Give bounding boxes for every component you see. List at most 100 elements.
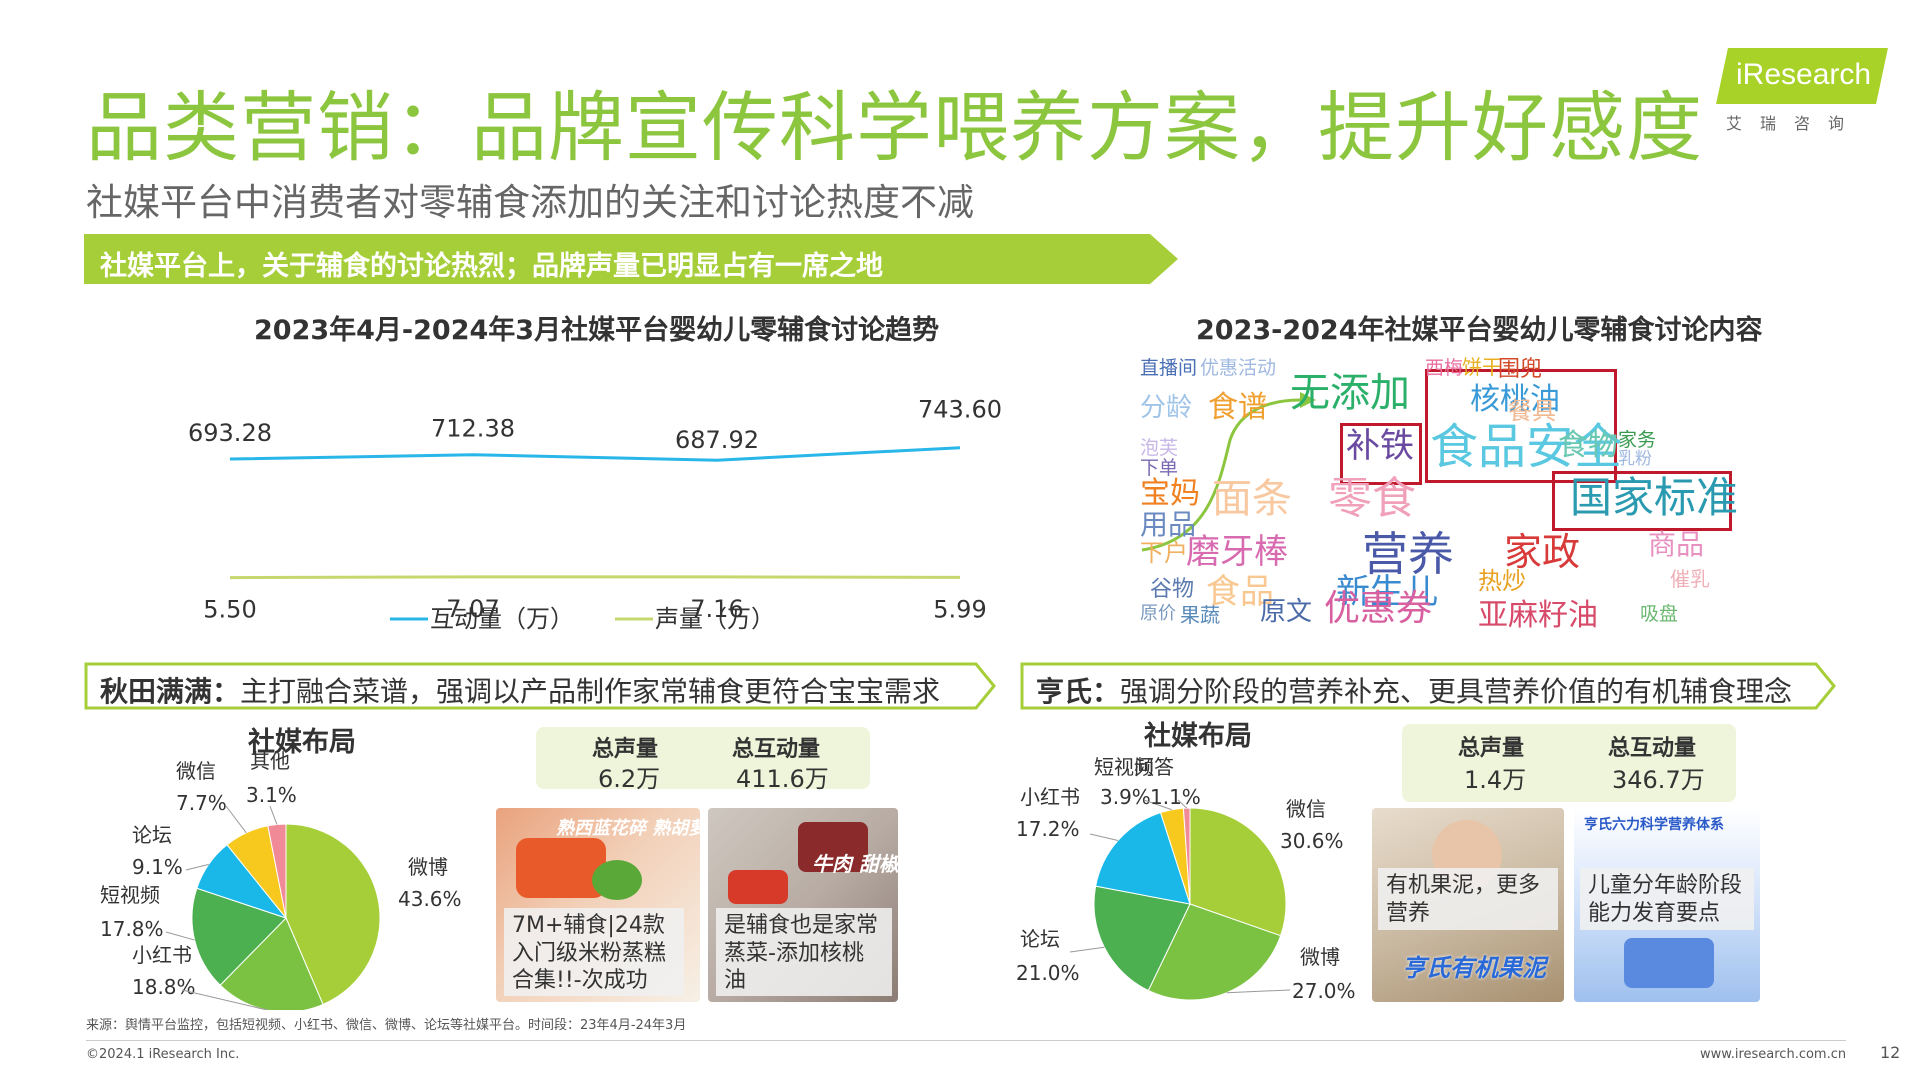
pie-leader-3	[185, 863, 209, 871]
pie-label-value-1: 18.8%	[132, 975, 196, 999]
cloud-word: 食物	[1558, 428, 1618, 463]
pie-label-name-5: 其他	[250, 750, 290, 773]
right-card-2-caption: 儿童分年龄阶段能力发育要点	[1580, 868, 1754, 930]
right-brand-banner	[1020, 662, 1836, 710]
legend-label-1: 声量（万）	[655, 605, 775, 633]
cloud-word: 食品	[1206, 572, 1274, 612]
cloud-word: 直播间	[1140, 357, 1198, 379]
cloud-word: 食品安全	[1430, 419, 1623, 475]
cloud-word: 围兜	[1498, 357, 1543, 382]
cloud-word: 家务	[1618, 429, 1657, 451]
logo-cn: 艾瑞咨询	[1726, 114, 1863, 133]
right-card-1-caption: 有机果泥，更多营养	[1378, 868, 1558, 930]
cloud-word: 乳粉	[1618, 449, 1652, 469]
left-card-1-tag: 熟西蓝花碎 熟胡萝卜碎	[556, 818, 700, 839]
series-line-volume	[229, 575, 961, 580]
pie-leader-4	[1143, 799, 1173, 811]
pie-label-value-4: 7.7%	[176, 791, 227, 815]
data-label-interaction-2: 687.92	[675, 426, 759, 454]
data-label-interaction-3: 743.60	[918, 396, 1002, 424]
right-card-1[interactable]: 有机果泥，更多营养 亨氏有机果泥	[1372, 808, 1564, 1002]
right-pie-chart: 微信 30.6% 微博 27.0% 论坛 21.0% 小红书 17.2% 短视频 3.9% 问答 1.…	[1016, 755, 1356, 1003]
right-pie-title: 社媒布局	[1144, 721, 1252, 752]
pie-label-name-1: 微博	[1300, 945, 1340, 969]
data-label-interaction-1: 712.38	[431, 415, 515, 443]
data-label-volume-0: 5.50	[203, 596, 256, 624]
series-line-interaction	[229, 446, 961, 462]
data-label-volume-2: 7.16	[690, 595, 743, 623]
left-card-1[interactable]: 熟西蓝花碎 熟胡萝卜碎 7M+辅食|24款入门级米粉蒸糕合集!!-次成功	[496, 808, 700, 1002]
curved-arrow-icon	[1141, 392, 1316, 552]
cloud-word: 原价	[1140, 603, 1176, 624]
food-jar-icon	[516, 838, 606, 898]
pie-label-value-2: 17.8%	[100, 917, 164, 941]
left-card-2-caption: 是辅食也是家常蒸菜-添加核桃油	[716, 908, 892, 996]
highlight-box-standard	[1552, 471, 1732, 531]
left-card-2[interactable]: 牛肉 甜椒 是辅食也是家常蒸菜-添加核桃油	[708, 808, 898, 1002]
pie-slice-3	[1095, 811, 1191, 905]
left-pie-chart: 微博 43.6% 小红书 18.8% 短视频 17.8% 论坛 9.1% 微信 7.7% 其他 3.1…	[100, 750, 462, 1010]
cloud-word: 优惠券	[1324, 588, 1433, 629]
cloud-word: 补铁	[1346, 426, 1414, 466]
highlight-box-iron	[1340, 423, 1422, 485]
right-brand-slogan: 亨氏：强调分阶段的营养补充、更具营养价值的有机辅食理念	[1036, 670, 1792, 710]
cloud-word: 营养	[1362, 527, 1454, 581]
pie-leader-2	[1069, 946, 1105, 953]
cloud-word: 宝妈	[1140, 476, 1200, 511]
broccoli-icon	[592, 860, 642, 900]
right-stat-value-volume: 1.4万	[1464, 766, 1527, 794]
right-stats-box: 总声量 1.4万 总互动量 346.7万	[1402, 724, 1736, 802]
pie-label-value-3: 9.1%	[132, 855, 183, 879]
website-link[interactable]: www.iresearch.com.cn	[1700, 1047, 1847, 1062]
cloud-word: 热炒	[1478, 567, 1526, 595]
pie-slice-5	[1182, 807, 1191, 905]
pie-label-name-4: 短视频	[1094, 755, 1154, 779]
left-stat-value-interaction: 411.6万	[736, 765, 829, 793]
page-subtitle: 社媒平台中消费者对零辅食添加的关注和讨论热度不减	[86, 181, 974, 224]
page-title: 品类营销：品牌宣传科学喂养方案，提升好感度	[86, 83, 1703, 172]
pie-label-name-4: 微信	[176, 759, 216, 783]
cloud-word: 优惠活动	[1200, 357, 1277, 379]
pie-leader-1	[1226, 989, 1291, 994]
cloud-word: 饼干	[1462, 355, 1502, 379]
cloud-word: 面条	[1212, 476, 1292, 522]
source-note: 来源：舆情平台监控，包括短视频、小红书、微信、微博、论坛等社媒平台。时间段：23…	[86, 1018, 687, 1033]
beef-icon	[798, 822, 868, 872]
copyright: ©2024.1 iResearch Inc.	[86, 1047, 240, 1062]
banner-text: 社媒平台上，关于辅食的讨论热烈；品牌声量已明显占有一席之地	[100, 251, 883, 282]
left-brand-banner	[84, 662, 996, 710]
cloud-word: 核桃油	[1470, 382, 1560, 417]
nutrition-diagram-icon	[1624, 938, 1714, 988]
left-card-1-caption: 7M+辅食|24款入门级米粉蒸糕合集!!-次成功	[504, 908, 684, 996]
pie-label-value-2: 21.0%	[1016, 961, 1080, 985]
cloud-word: 无添加	[1290, 370, 1410, 416]
pie-label-name-0: 微博	[408, 855, 448, 879]
pie-leader-5	[269, 805, 278, 825]
pie-slice-0	[285, 823, 381, 1006]
right-stat-value-interaction: 346.7万	[1612, 766, 1705, 794]
cloud-word: 磨牙棒	[1186, 532, 1288, 572]
right-card-2-tag: 亨氏六力科学营养体系	[1584, 817, 1724, 833]
cloud-word: 谷物	[1150, 577, 1195, 602]
pie-label-name-3: 论坛	[132, 823, 172, 847]
cloud-word: 分龄	[1140, 393, 1193, 423]
pie-label-value-1: 27.0%	[1292, 979, 1356, 1003]
legend-label-0: 互动量（万）	[430, 605, 574, 633]
banner-arrow-icon	[84, 234, 1178, 284]
cloud-word: 下单	[1140, 457, 1179, 479]
pie-label-value-0: 43.6%	[398, 887, 462, 911]
cloud-word: 原文	[1260, 597, 1313, 627]
right-card-2[interactable]: 亨氏六力科学营养体系 儿童分年龄阶段能力发育要点	[1574, 808, 1760, 1002]
pie-label-name-3: 小红书	[1020, 785, 1080, 809]
cloud-word: 下户	[1140, 539, 1188, 567]
cloud-word: 吸盘	[1640, 603, 1679, 625]
right-stat-label-interaction: 总互动量	[1608, 736, 1697, 761]
cloud-word: 餐具	[1508, 397, 1556, 425]
left-stat-label-interaction: 总互动量	[732, 737, 821, 762]
pepper-icon	[728, 870, 788, 904]
data-label-interaction-0: 693.28	[188, 419, 272, 447]
pie-leader-5	[1177, 799, 1188, 809]
cloud-word: 亚麻籽油	[1478, 598, 1598, 633]
left-brand-slogan: 秋田满满：主打融合菜谱，强调以产品制作家常辅食更符合宝宝需求	[100, 670, 940, 710]
key-point-banner	[84, 234, 1178, 284]
